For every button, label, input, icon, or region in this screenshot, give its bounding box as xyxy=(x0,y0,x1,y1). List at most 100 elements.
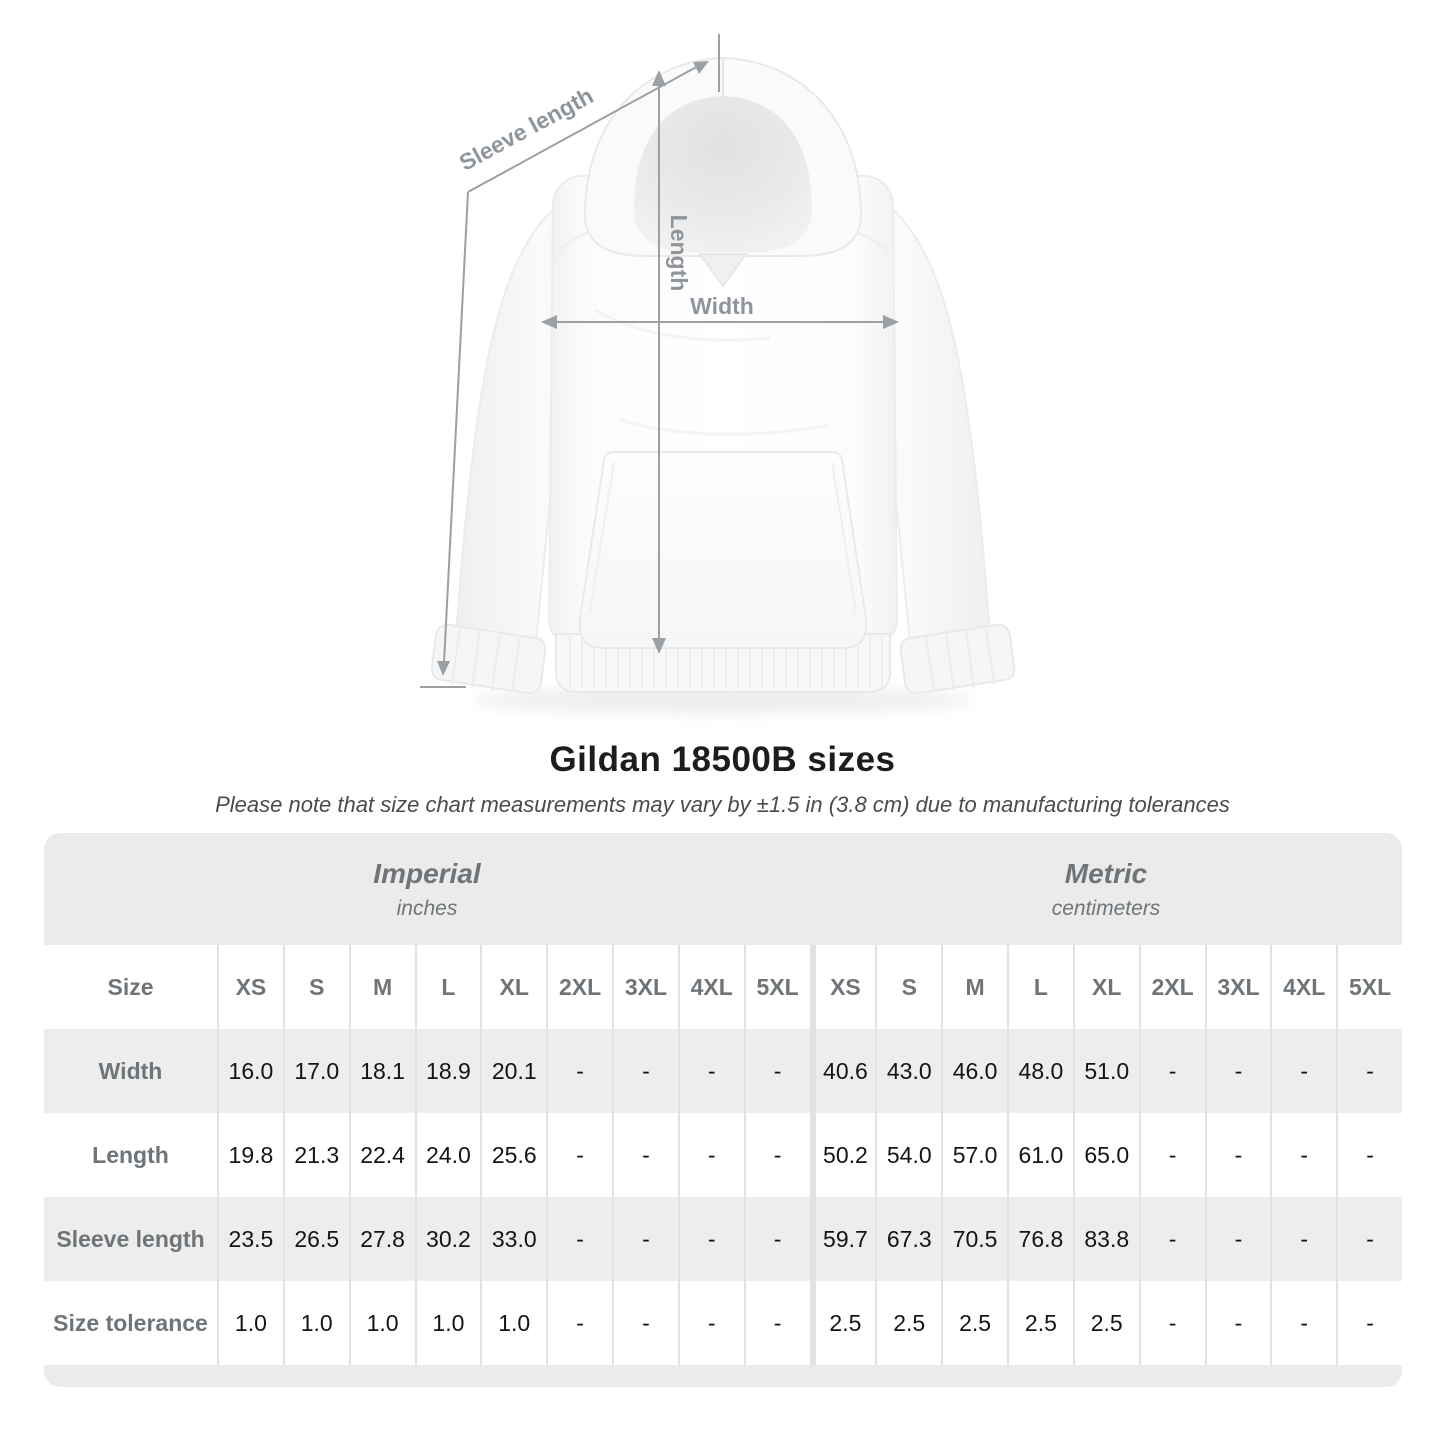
metric-title: Metric xyxy=(1064,857,1148,889)
value-cell: 17.0 xyxy=(282,1029,349,1113)
measurement-annotations xyxy=(420,34,899,688)
value-cell: 48.0 xyxy=(1007,1029,1073,1113)
value-cell: 1.0 xyxy=(282,1281,349,1365)
value-cell: 26.5 xyxy=(282,1197,349,1281)
left-cuff-ribs xyxy=(451,626,521,693)
measurement-row: Width 16.0 17.0 18.1 18.9 20.1- - - -40.6 43.0 46.… xyxy=(44,1029,1402,1113)
page-title: Gildan 18500B sizes xyxy=(549,740,896,779)
size-col-header: XL xyxy=(1072,945,1139,1029)
size-col-header: 3XL xyxy=(612,945,678,1029)
size-col-header: S xyxy=(875,945,941,1029)
value-cell: 19.8 xyxy=(217,1113,283,1197)
ground-shadow xyxy=(473,687,973,713)
size-table: Imperial inches Metric centimeters Size X… xyxy=(44,833,1402,1387)
value-cell: - xyxy=(743,1029,810,1113)
body-wrinkle xyxy=(619,418,831,436)
size-col-header: M xyxy=(348,945,415,1029)
value-cell: 1.0 xyxy=(414,1281,481,1365)
value-cell: - xyxy=(677,1029,744,1113)
row-label: Width xyxy=(98,1057,163,1084)
value-cell: - xyxy=(612,1197,678,1281)
left-cuff xyxy=(430,623,547,695)
imperial-unit: inches xyxy=(396,896,458,920)
value-cell: - xyxy=(1270,1113,1336,1197)
value-cell: - xyxy=(1336,1029,1402,1113)
size-col-header: L xyxy=(1007,945,1073,1029)
sleeve-arrow-top xyxy=(693,61,709,74)
value-cell: 70.5 xyxy=(941,1197,1007,1281)
sleeve-length-label: Sleeve length xyxy=(455,82,598,176)
pocket-stitch-right xyxy=(831,461,857,613)
value-cell: 59.7 xyxy=(809,1197,876,1281)
value-cell: 23.5 xyxy=(217,1197,283,1281)
value-cell: 25.6 xyxy=(480,1113,546,1197)
size-col-header: 2XL xyxy=(546,945,612,1029)
value-cell: 33.0 xyxy=(480,1197,546,1281)
value-cell: 61.0 xyxy=(1007,1113,1073,1197)
value-cell: 30.2 xyxy=(414,1197,481,1281)
value-cell: - xyxy=(546,1197,612,1281)
value-cell: 18.9 xyxy=(414,1029,481,1113)
value-cell: - xyxy=(1336,1113,1402,1197)
imperial-header: Imperial inches xyxy=(44,833,810,945)
value-cell: 21.3 xyxy=(282,1113,349,1197)
value-cell: - xyxy=(743,1113,810,1197)
value-cell: - xyxy=(1138,1029,1205,1113)
value-cell: - xyxy=(546,1029,612,1113)
value-cell: 2.5 xyxy=(1007,1281,1073,1365)
width-arrow-left xyxy=(541,315,557,329)
value-cell: 65.0 xyxy=(1072,1113,1139,1197)
value-cell: 1.0 xyxy=(480,1281,546,1365)
value-cell: 2.5 xyxy=(941,1281,1007,1365)
value-cell: 2.5 xyxy=(809,1281,876,1365)
pocket-stitch-left xyxy=(589,461,615,613)
size-col-header: L xyxy=(414,945,481,1029)
value-cell: - xyxy=(1270,1281,1336,1365)
row-label: Length xyxy=(92,1141,169,1168)
hoodie-diagram: Sleeve length Length Width xyxy=(420,34,1016,713)
value-cell: 1.0 xyxy=(217,1281,283,1365)
hoodie-illustration xyxy=(430,56,1016,713)
size-col-header: 5XL xyxy=(743,945,810,1029)
size-header-row: Size XS S M L XL 2XL 3XL 4XL 5XL XS S M L XL 2XL 3XL 4XL 5… xyxy=(44,945,1402,1029)
value-cell: - xyxy=(612,1029,678,1113)
shoulder-seam-left xyxy=(550,230,591,267)
value-cell: 22.4 xyxy=(348,1113,415,1197)
value-cell: - xyxy=(546,1113,612,1197)
measurement-row: Sleeve length 23.5 26.5 27.8 30.2 33.0- - - -59.… xyxy=(44,1197,1402,1281)
value-cell: - xyxy=(1138,1281,1205,1365)
length-arrow-bottom xyxy=(652,638,666,654)
chest-v-notch xyxy=(698,253,748,288)
sleeve-arrow-bottom xyxy=(437,661,450,676)
right-cuff-ribs xyxy=(925,626,995,693)
metric-unit: centimeters xyxy=(1051,896,1161,920)
measurement-row: Length 19.8 21.3 22.4 24.0 25.6- - - -50.2 54.0 57… xyxy=(44,1113,1402,1197)
value-cell: - xyxy=(1138,1113,1205,1197)
imperial-title: Imperial xyxy=(373,857,481,889)
width-arrow-right xyxy=(883,315,899,329)
value-cell: - xyxy=(743,1281,810,1365)
value-cell: - xyxy=(1270,1197,1336,1281)
value-cell: 76.8 xyxy=(1007,1197,1073,1281)
value-cell: 46.0 xyxy=(941,1029,1007,1113)
value-cell: - xyxy=(677,1113,744,1197)
value-cell: 50.2 xyxy=(809,1113,876,1197)
size-table-rows: Size XS S M L XL 2XL 3XL 4XL 5XL XS S M L XL 2XL 3XL 4XL 5… xyxy=(44,945,1402,1365)
value-cell: - xyxy=(677,1197,744,1281)
row-label: Size tolerance xyxy=(53,1309,208,1336)
shoulder-seam-right xyxy=(855,230,896,267)
value-cell: 83.8 xyxy=(1072,1197,1139,1281)
value-cell: 43.0 xyxy=(875,1029,941,1113)
value-cell: 51.0 xyxy=(1072,1029,1139,1113)
value-cell: - xyxy=(1204,1197,1271,1281)
value-cell: 27.8 xyxy=(348,1197,415,1281)
kangaroo-pocket xyxy=(578,451,868,649)
value-cell: - xyxy=(1204,1029,1271,1113)
row-label: Sleeve length xyxy=(56,1225,205,1252)
right-cuff xyxy=(899,623,1016,695)
tolerance-note: Please note that size chart measurements… xyxy=(215,792,1230,817)
value-cell: 16.0 xyxy=(217,1029,283,1113)
metric-header: Metric centimeters xyxy=(810,833,1402,945)
size-col-header: XS xyxy=(217,945,283,1029)
